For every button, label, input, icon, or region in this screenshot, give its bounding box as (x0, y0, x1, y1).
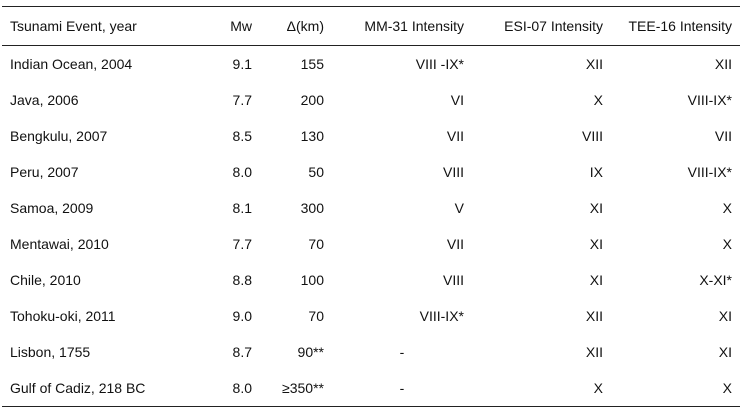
cell-delta: ≥350** (260, 370, 332, 407)
cell-tee16: VII (714, 128, 732, 144)
cell-tee16: X-XI* (699, 272, 732, 288)
header-mm31: MM-31 Intensity (332, 6, 472, 46)
table-row: Bengkulu, 2007 8.5 130 VII VIII VII (2, 118, 740, 154)
cell-event: Bengkulu, 2007 (10, 128, 108, 144)
header-esi07: ESI-07 Intensity (472, 6, 611, 46)
cell-esi07: XII (585, 344, 603, 360)
cell-esi07: X (593, 92, 603, 108)
cell-event: Peru, 2007 (10, 164, 79, 180)
cell-tee16: VIII-IX* (687, 92, 732, 108)
cell-esi07: XII (585, 308, 603, 324)
cell-event: Gulf of Cadiz, 218 BC (2, 370, 208, 407)
cell-mm31: VII (446, 236, 464, 252)
cell-mw: 7.7 (232, 236, 252, 252)
cell-tee16: X (722, 236, 732, 252)
table-row: Java, 2006 7.7 200 VI X VIII-IX* (2, 82, 740, 118)
table-row: Peru, 2007 8.0 50 VIII IX VIII-IX* (2, 154, 740, 190)
cell-mm31: VIII (442, 272, 464, 288)
cell-mw: 7.7 (232, 92, 252, 108)
cell-mw: 8.0 (232, 164, 252, 180)
cell-mm31: - (399, 344, 405, 360)
cell-event: Mentawai, 2010 (10, 236, 109, 252)
cell-tee16: VIII-IX* (687, 164, 732, 180)
cell-mw: 8.7 (232, 344, 252, 360)
table-row: Gulf of Cadiz, 218 BC 8.0 ≥350** - X X (2, 370, 740, 407)
cell-delta: 90** (297, 344, 324, 360)
cell-mw: 9.0 (232, 308, 252, 324)
cell-event: Samoa, 2009 (10, 200, 94, 216)
cell-mm31: - (332, 370, 472, 407)
tsunami-intensity-table: Tsunami Event, year Mw Δ(km) MM-31 Inten… (2, 6, 740, 407)
cell-mw: 8.1 (232, 200, 252, 216)
cell-esi07: XI (589, 236, 603, 252)
header-tee16: TEE-16 Intensity (611, 6, 740, 46)
cell-event: Indian Ocean, 2004 (10, 56, 133, 72)
cell-delta: 300 (300, 200, 324, 216)
header-mw: Mw (208, 6, 260, 46)
cell-delta: 155 (300, 56, 324, 72)
cell-mw: 9.1 (232, 56, 252, 72)
cell-event: Tohoku-oki, 2011 (10, 308, 116, 324)
cell-tee16: X (611, 370, 740, 407)
cell-delta: 70 (308, 308, 324, 324)
cell-esi07: VIII (581, 128, 603, 144)
cell-mm31: VIII-IX* (419, 308, 464, 324)
cell-esi07: XI (589, 200, 603, 216)
cell-mm31: VIII -IX* (415, 56, 464, 72)
cell-event: Chile, 2010 (10, 272, 81, 288)
cell-delta: 50 (308, 164, 324, 180)
table-row: Chile, 2010 8.8 100 VIII XI X-XI* (2, 262, 740, 298)
header-row: Tsunami Event, year Mw Δ(km) MM-31 Inten… (2, 6, 740, 46)
table-body: Indian Ocean, 2004 9.1 155 VIII -IX* XII… (2, 46, 740, 407)
cell-event: Lisbon, 1755 (10, 344, 91, 360)
cell-mw: 8.8 (232, 272, 252, 288)
cell-delta: 200 (300, 92, 324, 108)
cell-tee16: XII (714, 56, 732, 72)
cell-mm31: VI (450, 92, 464, 108)
cell-mm31: VIII (442, 164, 464, 180)
cell-delta: 100 (300, 272, 324, 288)
cell-mm31: V (454, 200, 464, 216)
cell-tee16: XI (718, 344, 732, 360)
cell-esi07: XI (589, 272, 603, 288)
cell-event: Java, 2006 (10, 92, 79, 108)
cell-tee16: XI (718, 308, 732, 324)
cell-esi07: X (472, 370, 611, 407)
table-row: Samoa, 2009 8.1 300 V XI X (2, 190, 740, 226)
cell-mw: 8.5 (232, 128, 252, 144)
cell-esi07: IX (589, 164, 603, 180)
table-row: Indian Ocean, 2004 9.1 155 VIII -IX* XII… (2, 46, 740, 83)
table-row: Mentawai, 2010 7.7 70 VII XI X (2, 226, 740, 262)
cell-esi07: XII (585, 56, 603, 72)
table-row: Tohoku-oki, 2011 9.0 70 VIII-IX* XII XI (2, 298, 740, 334)
header-event: Tsunami Event, year (2, 6, 208, 46)
cell-delta: 130 (300, 128, 324, 144)
cell-delta: 70 (308, 236, 324, 252)
table-header: Tsunami Event, year Mw Δ(km) MM-31 Inten… (2, 6, 740, 46)
cell-tee16: X (722, 200, 732, 216)
cell-mw: 8.0 (208, 370, 260, 407)
table-row: Lisbon, 1755 8.7 90** - XII XI (2, 334, 740, 370)
cell-mm31: VII (446, 128, 464, 144)
header-delta: Δ(km) (260, 6, 332, 46)
